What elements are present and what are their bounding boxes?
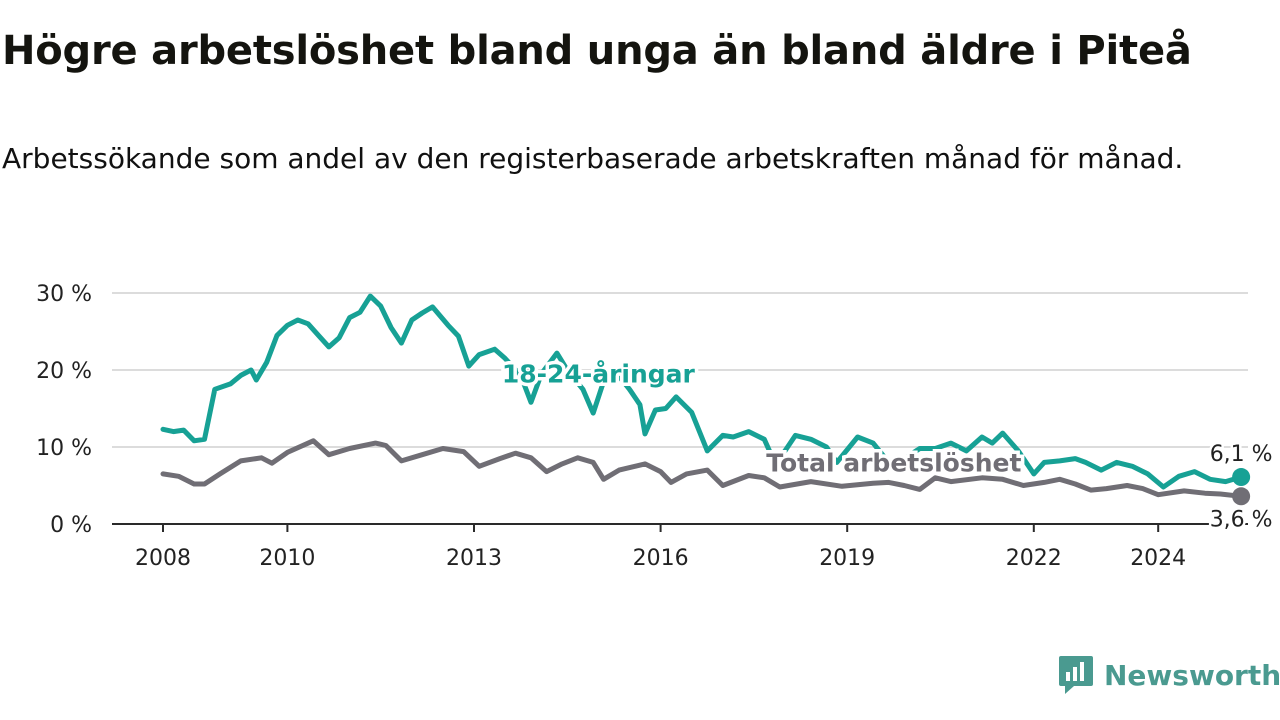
series-lines: 6,1 % 3,6 % bbox=[160, 293, 1275, 535]
grid-lines bbox=[112, 292, 1248, 525]
brand-name: Newsworthy bbox=[1104, 658, 1280, 692]
series-label: Total arbetslöshet bbox=[766, 449, 1021, 478]
series-end-marker-1 bbox=[1232, 487, 1251, 506]
chart-subtitle: Arbetssökande som andel av den registerb… bbox=[2, 142, 1184, 175]
series-end-label: 3,6 % bbox=[1210, 507, 1273, 532]
y-tick-label: 20 % bbox=[36, 359, 92, 384]
series-end-label: 6,1 % bbox=[1210, 442, 1273, 467]
x-axis: 2008 2010 2013 2016 2019 2022 2024 bbox=[135, 524, 1186, 571]
series-line-1 bbox=[160, 438, 1244, 499]
x-tick-label: 2022 bbox=[1006, 546, 1062, 571]
series-end-marker-0 bbox=[1232, 468, 1251, 487]
annotations: 18-24-åringar Total arbetslöshet bbox=[498, 356, 1025, 481]
newsworthy-brand: Newsworthy bbox=[1058, 654, 1280, 696]
newsworthy-logo-icon bbox=[1059, 656, 1093, 694]
x-tick-label: 2016 bbox=[633, 546, 689, 571]
chart-title: Högre arbetslöshet bland unga än bland ä… bbox=[2, 28, 1192, 74]
y-tick-label: 30 % bbox=[36, 282, 92, 307]
series-line-0 bbox=[160, 293, 1244, 490]
x-tick-label: 2010 bbox=[259, 546, 315, 571]
x-tick-label: 2024 bbox=[1130, 546, 1186, 571]
x-tick-label: 2019 bbox=[819, 546, 875, 571]
series-label: 18-24-åringar bbox=[502, 359, 696, 388]
y-axis: 0 % 10 % 20 % 30 % bbox=[36, 282, 92, 538]
y-tick-label: 0 % bbox=[50, 513, 92, 538]
y-tick-label: 10 % bbox=[36, 436, 92, 461]
x-tick-label: 2013 bbox=[446, 546, 502, 571]
x-tick-label: 2008 bbox=[135, 546, 191, 571]
